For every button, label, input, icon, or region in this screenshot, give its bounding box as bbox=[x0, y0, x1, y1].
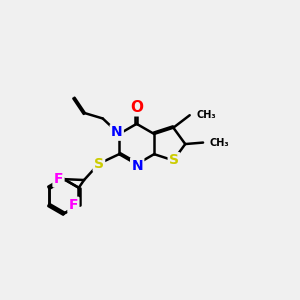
Text: N: N bbox=[131, 159, 143, 173]
Text: CH₃: CH₃ bbox=[196, 110, 216, 120]
Text: S: S bbox=[169, 153, 179, 167]
Text: CH₃: CH₃ bbox=[210, 138, 229, 148]
Text: F: F bbox=[69, 198, 78, 212]
Text: S: S bbox=[94, 157, 104, 171]
Text: O: O bbox=[130, 100, 143, 115]
Text: F: F bbox=[54, 172, 63, 186]
Text: N: N bbox=[111, 125, 123, 140]
